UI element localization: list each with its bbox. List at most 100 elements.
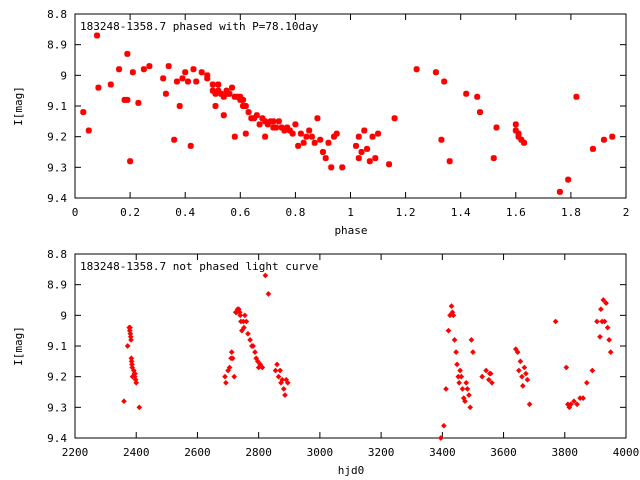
unphased-data-point — [568, 401, 574, 408]
phased-data-point — [493, 124, 500, 131]
phased-data-point — [198, 69, 205, 76]
phased-data-point — [330, 133, 337, 140]
phased-data-point — [262, 118, 269, 125]
phased-chart-title: 183248-1358.7 phased with P=78.10day — [80, 20, 319, 33]
phased-data-point — [366, 158, 373, 165]
phased-data-point — [413, 66, 420, 73]
unphased-data-point — [265, 291, 272, 297]
phased-data-point — [204, 75, 211, 82]
phased-data-point — [215, 81, 222, 88]
phased-data-point — [124, 96, 131, 103]
phased-data-point — [146, 63, 153, 70]
phased-data-point — [270, 118, 277, 125]
phased-data-point — [308, 133, 315, 140]
unphased-data-point — [597, 333, 603, 340]
phased-data-point — [251, 115, 258, 122]
unphased-data-point — [275, 373, 282, 380]
unphased-data-point — [445, 327, 452, 334]
phased-data-point — [295, 142, 302, 149]
phased-data-point — [187, 142, 194, 149]
unphased-data-point — [526, 401, 533, 408]
unphased-data-point — [571, 398, 577, 405]
unphased-data-point — [237, 312, 244, 319]
phased-data-point — [589, 145, 596, 152]
phased-data-point — [565, 176, 572, 183]
unphased-y-tick-label: 9 — [60, 309, 67, 322]
phased-data-point — [372, 155, 379, 162]
phased-data-point — [229, 84, 236, 91]
phased-x-tick-label: 1.8 — [561, 206, 581, 219]
unphased-data-point — [241, 324, 247, 331]
phased-data-point — [446, 158, 453, 165]
phased-data-point — [165, 63, 172, 70]
phased-data-point — [490, 155, 497, 162]
phased-y-tick-label: 9.4 — [47, 192, 67, 205]
phased-data-point — [256, 121, 263, 128]
phased-data-point — [173, 78, 180, 85]
unphased-data-point — [606, 337, 612, 343]
phased-data-point — [278, 124, 285, 131]
unphased-x-tick-label: 2400 — [123, 446, 150, 459]
unphased-data-point — [124, 343, 131, 349]
unphased-data-point — [454, 361, 460, 368]
unphased-data-point — [514, 349, 521, 355]
phased-data-point — [297, 130, 304, 137]
phased-data-point — [512, 127, 519, 134]
unphased-data-point — [247, 337, 253, 343]
unphased-y-tick-label: 9.1 — [47, 340, 67, 353]
phased-data-point — [182, 69, 189, 76]
phased-y-tick-label: 9 — [60, 69, 67, 82]
phased-data-point — [391, 115, 398, 122]
phased-data-point — [240, 96, 247, 103]
phased-data-point — [512, 121, 519, 128]
unphased-x-tick-label: 3400 — [429, 446, 456, 459]
unphased-chart-title: 183248-1358.7 not phased light curve — [80, 260, 318, 273]
phased-data-point — [600, 136, 607, 143]
unphased-y-tick-label: 8.8 — [47, 248, 67, 261]
phased-data-point — [284, 124, 291, 131]
unphased-x-tick-label: 2600 — [184, 446, 211, 459]
unphased-plot-frame — [74, 253, 627, 439]
unphased-data-point — [462, 398, 468, 405]
phased-data-point — [215, 87, 222, 94]
phased-data-point — [262, 133, 269, 140]
phased-x-tick-label: 0.6 — [230, 206, 250, 219]
phased-data-point — [352, 142, 360, 149]
phased-data-point — [259, 115, 266, 122]
unphased-data-point — [127, 324, 133, 331]
phased-data-point — [476, 109, 484, 116]
unphased-data-point — [589, 367, 596, 374]
phased-y-tick-label: 8.9 — [47, 39, 67, 52]
unphased-data-point — [121, 398, 127, 405]
unphased-data-point — [601, 318, 608, 325]
phased-y-tick-label: 9.2 — [47, 131, 67, 144]
unphased-data-point — [443, 386, 449, 392]
unphased-data-point — [128, 337, 134, 343]
unphased-data-point — [252, 349, 258, 355]
unphased-data-point — [226, 364, 233, 371]
phased-data-point — [518, 136, 525, 143]
unphased-x-axis-label: hjd0 — [338, 464, 365, 477]
phased-data-point — [361, 127, 368, 134]
unphased-data-point — [450, 312, 457, 319]
phased-tick-layer — [74, 13, 627, 199]
phased-y-tick-label: 9.1 — [47, 100, 67, 113]
unphased-data-point — [486, 376, 492, 383]
phased-data-point — [275, 118, 282, 125]
phased-data-point — [317, 136, 324, 143]
phased-data-point — [521, 139, 528, 146]
phased-x-tick-label: 2 — [623, 206, 630, 219]
phased-data-point — [441, 78, 448, 85]
phased-data-point — [95, 84, 102, 91]
phased-data-point — [364, 145, 371, 152]
phased-data-point — [107, 81, 114, 88]
unphased-x-tick-label: 2200 — [62, 446, 89, 459]
phased-data-point — [386, 161, 393, 168]
unphased-data-point — [133, 379, 140, 386]
phased-data-point — [127, 158, 134, 165]
unphased-x-tick-label: 3600 — [490, 446, 517, 459]
unphased-data-point — [516, 367, 522, 374]
phased-data-point — [193, 78, 200, 85]
phased-data-point — [573, 93, 580, 100]
phased-data-point — [80, 109, 87, 116]
